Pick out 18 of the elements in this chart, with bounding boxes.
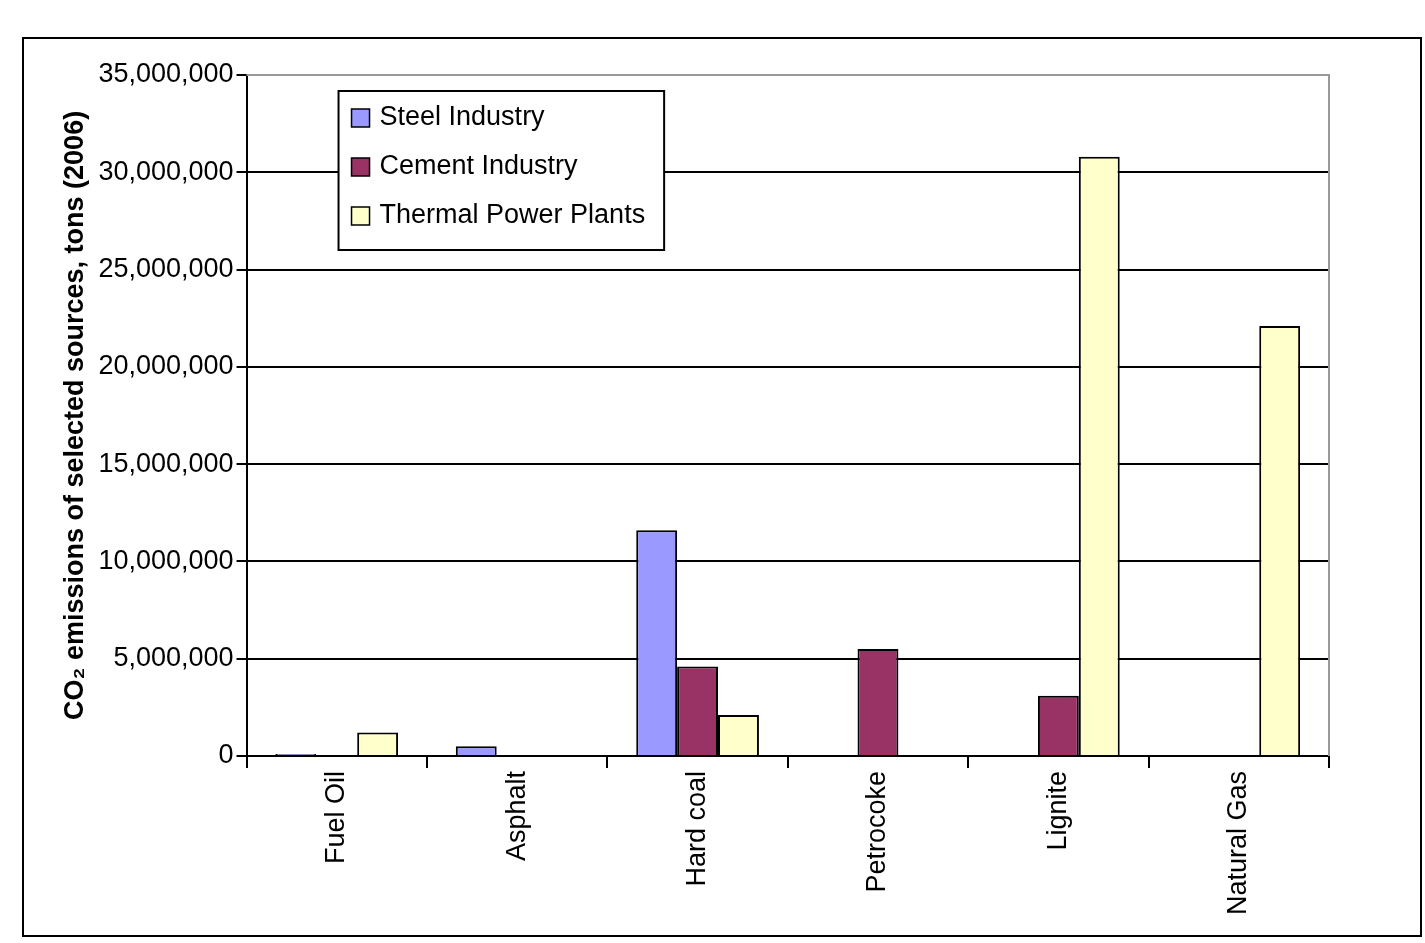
x-tick-label: Natural Gas: [1222, 770, 1253, 916]
x-tick-label: Fuel Oil: [320, 770, 351, 864]
y-axis-title: CO₂ emissions of selected sources, tons (2006): [58, 110, 89, 721]
x-tick-label: Asphalt: [500, 770, 531, 862]
legend-label: Thermal Power Plants: [379, 199, 646, 230]
y-tick-label: 20,000,000: [98, 350, 234, 381]
x-tick-label: Petrocoke: [861, 770, 892, 893]
y-tick-label: 5,000,000: [113, 642, 234, 673]
legend-label: Cement Industry: [379, 150, 579, 181]
y-tick-label: 30,000,000: [98, 155, 234, 186]
y-tick-label: 25,000,000: [98, 253, 234, 284]
y-tick-label: 10,000,000: [98, 544, 234, 575]
y-tick-label: 0: [218, 739, 234, 770]
legend-label: Steel Industry: [379, 101, 546, 132]
x-tick-label: Lignite: [1041, 770, 1072, 851]
y-tick-label: 35,000,000: [98, 58, 234, 89]
x-tick-label: Hard coal: [681, 770, 712, 887]
y-tick-label: 15,000,000: [98, 447, 234, 478]
